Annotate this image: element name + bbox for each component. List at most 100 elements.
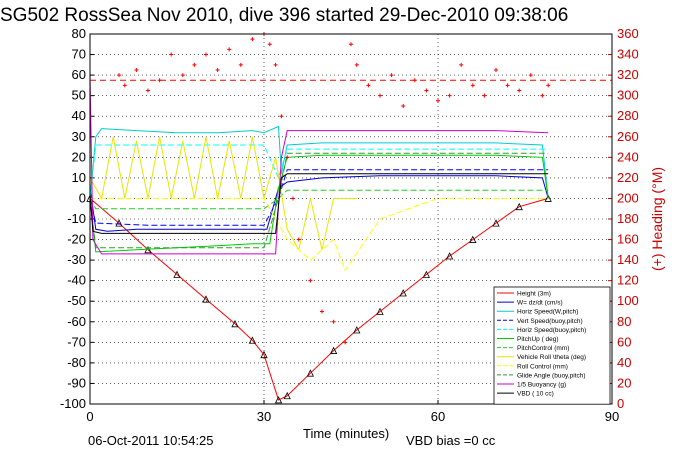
y-tick-label: -40 bbox=[67, 273, 86, 288]
heading-point bbox=[308, 278, 313, 283]
y-tick-label: 30 bbox=[72, 129, 86, 144]
y-right-tick-label: 340 bbox=[617, 47, 639, 62]
series-line-horiz_speed bbox=[89, 125, 549, 199]
heading-point bbox=[459, 62, 464, 67]
heading-point bbox=[134, 67, 139, 72]
y-right-tick-label: 360 bbox=[617, 26, 639, 41]
plot-frame bbox=[89, 33, 613, 405]
y-tick-label: 60 bbox=[72, 67, 86, 82]
heading-point bbox=[546, 83, 551, 88]
y-right-tick-label: 120 bbox=[617, 273, 639, 288]
y-right-tick-label: 60 bbox=[617, 334, 631, 349]
heading-point bbox=[215, 67, 220, 72]
height-marker bbox=[202, 295, 210, 303]
y-axis-left: -100-90-80-70-60-50-40-30-20-10010203040… bbox=[60, 26, 94, 411]
y-right-tick-label: 80 bbox=[617, 314, 631, 329]
heading-point bbox=[320, 309, 324, 314]
footer-note: VBD bias =0 cc bbox=[406, 433, 496, 448]
y-right-tick-label: 140 bbox=[617, 252, 639, 267]
footer-date: 06-Oct-2011 10:54:25 bbox=[88, 433, 214, 448]
y-tick-label: 80 bbox=[72, 26, 86, 41]
y-right-tick-label: 40 bbox=[617, 355, 631, 370]
heading-point bbox=[470, 83, 475, 88]
heading-point bbox=[494, 67, 498, 72]
heading-point bbox=[250, 37, 255, 42]
height-marker bbox=[492, 219, 500, 227]
y-right-tick-label: 260 bbox=[617, 129, 639, 144]
heading-point bbox=[349, 42, 353, 47]
heading-point bbox=[354, 62, 359, 67]
heading-point bbox=[117, 73, 121, 78]
legend-label: PitchControl (mm) bbox=[517, 345, 569, 352]
legend-label: PitchUp ( deg) bbox=[517, 336, 559, 343]
y-right-tick-label: 160 bbox=[617, 232, 639, 247]
heading-point bbox=[285, 155, 290, 160]
legend-label: Height (3m) bbox=[517, 291, 551, 298]
height-marker bbox=[144, 245, 152, 254]
series-line-glide_angle bbox=[89, 152, 549, 249]
y-tick-label: -10 bbox=[67, 211, 86, 226]
series-line-w bbox=[89, 175, 549, 232]
y-axis-right: 0 20 40 60 80 100 120 140 160 180 200 220 240 260 280 3… bbox=[608, 26, 639, 411]
heading-point bbox=[378, 93, 382, 98]
x-tick-label: 60 bbox=[431, 409, 445, 424]
y-right-tick-label: 280 bbox=[617, 108, 639, 123]
height-marker bbox=[329, 346, 338, 354]
height-marker bbox=[544, 194, 552, 202]
heading-point bbox=[331, 319, 336, 324]
height-marker bbox=[515, 202, 523, 211]
height-marker bbox=[260, 350, 268, 359]
legend-label: Vehicle Roll \theta (deg) bbox=[517, 354, 586, 361]
heading-point bbox=[482, 93, 487, 98]
height-marker bbox=[283, 391, 291, 400]
legend-label: Vert Speed(buoy,pitch) bbox=[517, 318, 583, 325]
heading-point bbox=[267, 42, 272, 47]
y-right-tick-label: 320 bbox=[617, 67, 639, 82]
legend: Height (3m) W= dz/dt (cm/s) Horiz Speed(W,… bbox=[493, 286, 611, 405]
series-line-horiz_speed_buoy bbox=[89, 144, 549, 199]
y-right-tick-label: 180 bbox=[617, 211, 639, 226]
heading-point bbox=[366, 83, 371, 88]
height-marker bbox=[248, 336, 257, 344]
legend-label: Horiz Speed(W,pitch) bbox=[517, 309, 578, 316]
heading-point bbox=[447, 93, 452, 98]
height-marker bbox=[115, 219, 123, 227]
y-tick-label: -20 bbox=[67, 232, 86, 247]
legend-label: Glide Angle (buoy,pitch) bbox=[517, 372, 586, 379]
series-line-roll bbox=[89, 136, 357, 252]
heading-point bbox=[343, 340, 348, 345]
chart-title: SG502 RossSea Nov 2010, dive 396 started… bbox=[0, 5, 568, 26]
y-tick-label: 20 bbox=[72, 149, 86, 164]
heading-point bbox=[436, 98, 440, 103]
height-marker bbox=[173, 270, 181, 278]
height-marker bbox=[274, 395, 283, 404]
y-right-tick-label: 300 bbox=[617, 88, 639, 103]
heading-point bbox=[424, 88, 429, 93]
heading-point bbox=[296, 237, 301, 242]
series-line-pitch_control bbox=[89, 189, 549, 210]
y-right-tick-label: 20 bbox=[617, 375, 631, 390]
x-axis-label: Time (minutes) bbox=[303, 426, 389, 441]
height-marker bbox=[231, 319, 239, 328]
height-marker bbox=[353, 326, 361, 334]
series-line-roll_control bbox=[90, 197, 549, 272]
y-tick-label: -100 bbox=[60, 396, 86, 411]
series-line-height bbox=[89, 197, 549, 401]
series-line-pitch_up bbox=[89, 154, 549, 253]
y-tick-label: -60 bbox=[67, 314, 86, 329]
height-marker bbox=[469, 235, 477, 243]
y-right-tick-label: 200 bbox=[617, 190, 639, 205]
y-tick-label: 50 bbox=[72, 88, 86, 103]
heading-point bbox=[540, 93, 545, 98]
y-tick-label: -70 bbox=[67, 334, 86, 349]
height-marker bbox=[422, 270, 431, 278]
heading-point bbox=[238, 62, 243, 67]
series-group bbox=[86, 32, 612, 404]
legend-label: Roll Control (mm) bbox=[517, 363, 568, 370]
y-tick-label: -80 bbox=[67, 355, 86, 370]
heading-point bbox=[227, 47, 232, 52]
x-axis: 0 30 60 90 bbox=[86, 400, 619, 424]
heading-point bbox=[279, 114, 284, 119]
heading-point bbox=[122, 83, 127, 88]
